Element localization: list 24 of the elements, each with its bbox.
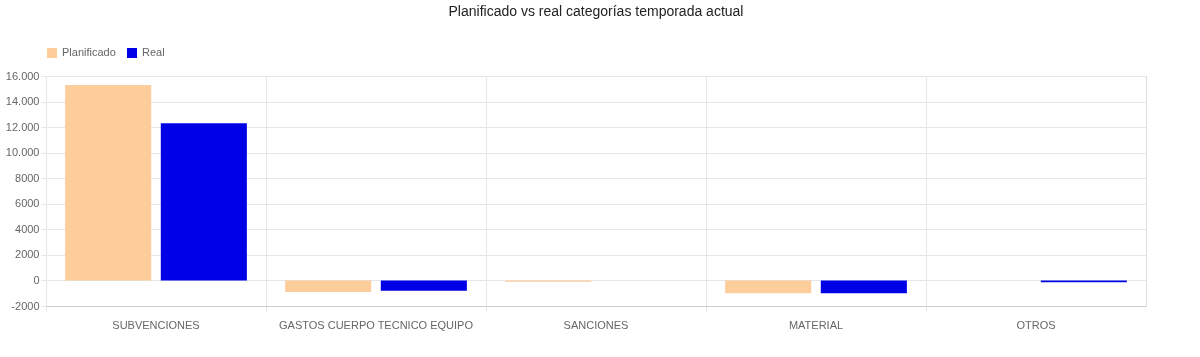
y-tick-label: 10.000	[5, 146, 40, 159]
bar	[820, 280, 907, 294]
y-tick-label: 12.000	[5, 120, 40, 133]
y-tick-label: 16.000	[5, 69, 40, 82]
x-tick-label: MATERIAL	[788, 318, 844, 331]
y-tick-label: 2000	[15, 248, 40, 261]
y-tick-label: 0	[33, 273, 40, 286]
bar	[380, 280, 467, 291]
legend-label: Real	[142, 46, 165, 58]
y-tick-label: 6000	[15, 197, 40, 210]
y-tick-label: 4000	[15, 222, 40, 235]
y-tick-label: -2000	[11, 299, 40, 312]
x-tick-label: OTROS	[1016, 318, 1056, 331]
x-tick-label: SANCIONES	[563, 318, 629, 331]
bar	[160, 123, 247, 281]
x-tick-label: GASTOS CUERPO TECNICO EQUIPO	[279, 318, 474, 331]
legend-label: Planificado	[62, 46, 116, 58]
chart-title: Planificado vs real categorías temporada actual	[448, 3, 744, 19]
bar	[65, 84, 152, 281]
y-tick-label: 14.000	[5, 95, 40, 108]
bar	[725, 280, 812, 294]
x-tick-label: SUBVENCIONES	[112, 318, 200, 331]
bar	[285, 280, 372, 292]
y-tick-label: 8000	[15, 171, 40, 184]
